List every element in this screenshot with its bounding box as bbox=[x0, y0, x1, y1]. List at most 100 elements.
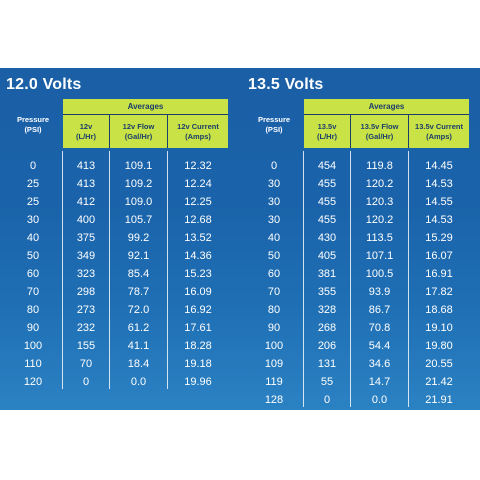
table-cell: 50 bbox=[26, 250, 40, 262]
header-divider bbox=[350, 115, 351, 148]
table-cell: 18.4 bbox=[127, 358, 150, 370]
table-cell: 16.92 bbox=[184, 304, 212, 316]
table-cell: 17.61 bbox=[184, 322, 212, 334]
table-cell: 18.28 bbox=[184, 340, 212, 352]
table-cell: 50 bbox=[267, 250, 281, 262]
averages-header: Averages bbox=[63, 99, 228, 148]
table-cell: 232 bbox=[76, 322, 96, 334]
table-cell: 99.2 bbox=[127, 232, 150, 244]
table-cell: 323 bbox=[76, 268, 96, 280]
table-cell: 72.0 bbox=[127, 304, 150, 316]
table-cell: 16.09 bbox=[184, 286, 212, 298]
table-cell: 131 bbox=[317, 358, 337, 370]
table-cell: 21.91 bbox=[425, 394, 453, 406]
table-cell: 109.2 bbox=[124, 178, 153, 190]
table-row: 0 413 109.1 12.32 bbox=[4, 157, 228, 175]
table-cell: 78.7 bbox=[127, 286, 150, 298]
table-cell: 105.7 bbox=[124, 214, 153, 226]
table-row: 60 323 85.4 15.23 bbox=[4, 265, 228, 283]
column-divider bbox=[62, 151, 63, 389]
table-cell: 40 bbox=[267, 232, 281, 244]
table-cell: 41.1 bbox=[127, 340, 150, 352]
table-row: 70 298 78.7 16.09 bbox=[4, 283, 228, 301]
table-cell: 400 bbox=[76, 214, 96, 226]
table-row: 80 328 86.7 18.68 bbox=[245, 301, 469, 319]
table-cell: 90 bbox=[267, 322, 281, 334]
table-row: 70 355 93.9 17.82 bbox=[245, 283, 469, 301]
table-cell: 92.1 bbox=[127, 250, 150, 262]
column-header-line2: (Gal/Hr) bbox=[124, 132, 153, 141]
table-cell: 12.32 bbox=[184, 160, 212, 172]
header-divider bbox=[408, 115, 409, 148]
table-row: 25 413 109.2 12.24 bbox=[4, 175, 228, 193]
table-cell: 70.8 bbox=[368, 322, 391, 334]
table-cell: 349 bbox=[76, 250, 96, 262]
column-header-line1: 12v bbox=[79, 122, 93, 131]
table-cell: 119.8 bbox=[366, 160, 393, 172]
table-cell: 30 bbox=[267, 214, 281, 226]
table-cell: 273 bbox=[76, 304, 96, 316]
column-header: 12v Current (Amps) bbox=[168, 116, 228, 148]
table-row: 109 131 34.6 20.55 bbox=[245, 355, 469, 373]
table-cell: 15.29 bbox=[425, 232, 453, 244]
table-row: 90 268 70.8 19.10 bbox=[245, 319, 469, 337]
column-header-line1: 13.5v bbox=[317, 122, 337, 131]
table-cell: 40 bbox=[26, 232, 40, 244]
table-cell: 375 bbox=[76, 232, 96, 244]
table-cell: 455 bbox=[317, 178, 337, 190]
table-cell: 15.23 bbox=[184, 268, 212, 280]
table-cell: 328 bbox=[317, 304, 337, 316]
table-cell: 93.9 bbox=[368, 286, 391, 298]
table-cell: 0 bbox=[323, 394, 331, 406]
column-header: 12v Flow (Gal/Hr) bbox=[110, 116, 167, 148]
table-row: 30 455 120.2 14.53 bbox=[245, 211, 469, 229]
table-cell: 17.82 bbox=[425, 286, 453, 298]
column-divider bbox=[303, 151, 304, 407]
table-cell: 298 bbox=[76, 286, 96, 298]
table-cell: 25 bbox=[26, 178, 40, 190]
table-cell: 30 bbox=[26, 214, 40, 226]
table-cell: 19.96 bbox=[184, 376, 212, 388]
table-cell: 16.91 bbox=[425, 268, 453, 280]
table-cell: 54.4 bbox=[368, 340, 391, 352]
table-cell: 12.68 bbox=[184, 214, 212, 226]
table-cell: 18.68 bbox=[425, 304, 453, 316]
column-header: 13.5v (L/Hr) bbox=[304, 116, 350, 148]
table-cell: 14.53 bbox=[425, 178, 453, 190]
table-cell: 14.55 bbox=[425, 196, 453, 208]
table-cell: 454 bbox=[317, 160, 337, 172]
table-cell: 70 bbox=[79, 358, 93, 370]
table-cell: 430 bbox=[317, 232, 337, 244]
table-cell: 100 bbox=[23, 340, 43, 352]
table-cell: 412 bbox=[76, 196, 96, 208]
table-cell: 109 bbox=[264, 358, 284, 370]
table-row: 90 232 61.2 17.61 bbox=[4, 319, 228, 337]
header-divider bbox=[167, 115, 168, 148]
table-cell: 30 bbox=[267, 178, 281, 190]
table-cell: 19.18 bbox=[184, 358, 212, 370]
column-divider bbox=[109, 151, 110, 389]
averages-label: Averages bbox=[368, 102, 405, 111]
table-cell: 0.0 bbox=[130, 376, 147, 388]
averages-label: Averages bbox=[127, 102, 164, 111]
section-title-12v: 12.0 Volts bbox=[6, 76, 82, 93]
table-cell: 0 bbox=[270, 160, 278, 172]
table-row: 100 206 54.4 19.80 bbox=[245, 337, 469, 355]
table-cell: 206 bbox=[317, 340, 337, 352]
table-cell: 55 bbox=[320, 376, 334, 388]
table-cell: 21.42 bbox=[425, 376, 453, 388]
table-cell: 119 bbox=[265, 376, 283, 388]
column-header: 13.5v Flow (Gal/Hr) bbox=[351, 116, 408, 148]
table-cell: 355 bbox=[317, 286, 337, 298]
table-cell: 25 bbox=[26, 196, 40, 208]
table-13-5v: Averages Pressure (PSI) 13.5v (L/Hr) 13.5v Fl… bbox=[245, 99, 469, 409]
table-cell: 80 bbox=[267, 304, 281, 316]
table-cell: 455 bbox=[317, 196, 337, 208]
table-cell: 128 bbox=[264, 394, 284, 406]
column-header-line2: (Amps) bbox=[185, 132, 211, 141]
table-cell: 113.5 bbox=[366, 232, 393, 244]
table-cell: 381 bbox=[317, 268, 337, 280]
column-divider bbox=[167, 151, 168, 389]
column-header-line2: (L/Hr) bbox=[76, 132, 96, 141]
column-header-line2: (Gal/Hr) bbox=[365, 132, 394, 141]
